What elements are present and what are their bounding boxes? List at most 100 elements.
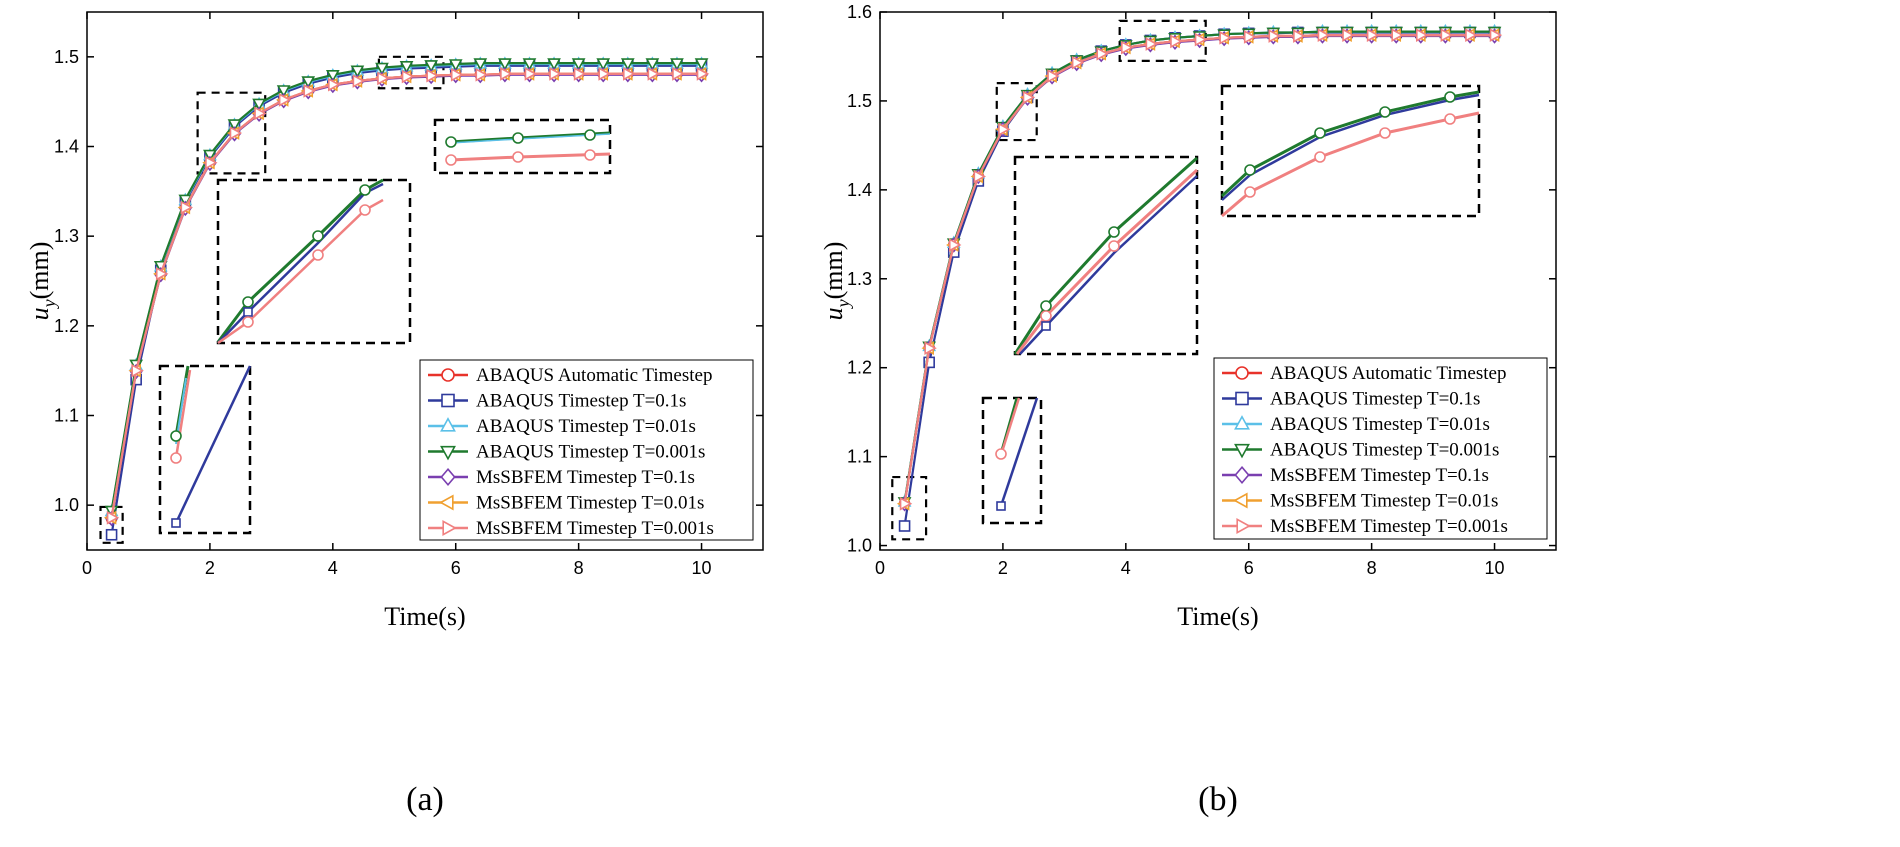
data-point [1047,69,1060,83]
x-tick-label: 8 [574,558,584,578]
data-point [1022,90,1036,105]
data-point [375,62,389,76]
data-point [205,155,218,170]
data-point [278,93,292,107]
legend-marker [1236,518,1251,534]
series-group [896,23,1503,532]
data-point [1145,37,1159,51]
data-point [924,341,937,355]
x-tick-label: 4 [328,558,338,578]
inset-curve-green [1013,156,1198,355]
panel-caption-a: (a) [406,781,444,818]
inset-marker [1379,106,1391,118]
legend-marker [1234,443,1250,459]
data-point [426,68,439,83]
chart-panel-b: 0 2 4 6 8 10 1.0 1.1 1.2 1.3 1.4 1.5 1.6 [819,2,1557,818]
data-point [1071,55,1085,70]
data-point [1391,28,1404,42]
inset-box [1013,155,1199,356]
data-point [1219,30,1232,45]
series-triangle-right [106,67,710,525]
y-tick-label: 1.0 [847,536,872,556]
legend-label: ABAQUS Timestep T=0.01s [476,416,696,437]
data-point [670,58,684,71]
y-tick-label: 1.5 [54,47,79,67]
inset-mid-rise [1013,155,1199,356]
data-point [105,528,118,541]
inset-marker [170,452,182,464]
data-point [1096,46,1109,61]
inset-marker [512,132,524,144]
data-point [573,67,587,81]
data-point [352,74,366,88]
legend-label: ABAQUS Timestep T=0.1s [476,391,686,412]
data-point [450,67,464,82]
inset-marker [445,154,457,166]
x-tick-label: 0 [875,558,885,578]
data-point [303,84,316,98]
inset-marker [512,151,524,163]
inset-marker [1444,91,1456,103]
legend-label: ABAQUS Timestep T=0.001s [476,442,705,463]
data-point [1465,28,1478,42]
data-point [1243,30,1257,44]
data-point [498,58,512,71]
legend-marker [439,494,454,511]
data-point [571,58,586,71]
legend-box [1213,357,1548,540]
legend-label: ABAQUS Timestep T=0.1s [1270,389,1480,410]
legend-marker [1234,465,1250,485]
legend-marker [1235,366,1249,380]
y-axis-title: uy(mm) [25,242,59,321]
y-tick-label: 1.2 [54,316,79,336]
data-point [1366,28,1380,42]
x-tick-label: 0 [82,558,92,578]
legend-label: MsSBFEM Timestep T=0.01s [476,493,704,514]
data-point [180,200,193,215]
x-tick-label: 6 [1244,558,1254,578]
y-tick-label: 1.1 [54,406,79,426]
data-point [229,126,243,140]
zoom-region-boxes [99,55,445,544]
x-tick-label: 6 [451,558,461,578]
inset-marker [1244,186,1256,198]
legend-marker [1235,391,1249,406]
x-tick-label: 2 [998,558,1008,578]
zoom-region-box [1118,19,1207,63]
legend-marker [440,417,456,432]
data-point [973,169,986,184]
y-tick-label: 1.5 [847,91,872,111]
zoom-region-box [99,505,124,544]
legend-marker [1233,492,1248,509]
panel-caption-b: (b) [1198,781,1238,818]
inset-marker [584,129,596,141]
inset-marker [243,307,253,317]
inset-marker [1379,127,1391,139]
legend-marker [440,445,456,461]
legend-box [419,359,754,541]
legend-label: ABAQUS Timestep T=0.01s [1270,414,1490,435]
inset-box [216,178,412,345]
inset-marker [995,448,1007,460]
inset-marker [359,204,371,216]
series-triangle-down [104,58,709,519]
legend-marker [1234,415,1250,430]
inset-initial [981,396,1043,525]
inset-box [1220,84,1481,218]
inset-curve-red [174,369,192,459]
data-point [1194,32,1208,47]
inset-marker [1444,113,1456,125]
data-point [377,71,390,86]
data-point [1170,34,1183,49]
data-point [325,69,340,83]
data-point [898,520,911,532]
data-point [276,85,291,98]
inset-marker [171,518,181,528]
data-point [596,58,611,71]
data-point [1317,28,1331,42]
data-point [524,67,538,81]
x-tick-label: 2 [205,558,215,578]
legend-marker [440,467,456,487]
inset-curve-red [1015,168,1199,355]
